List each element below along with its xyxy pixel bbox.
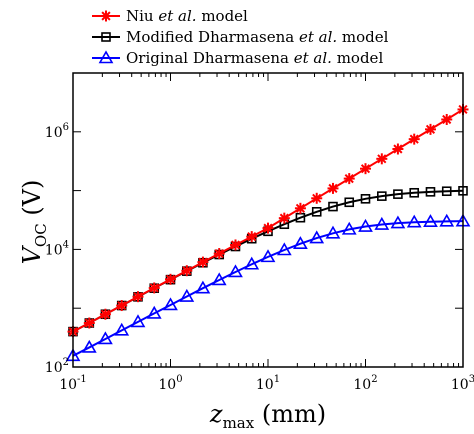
data-point-niu bbox=[116, 300, 128, 312]
series-line-niu bbox=[72, 108, 464, 333]
legend-label-original-dharmasena: Original Dharmasena et al. model bbox=[126, 49, 383, 67]
data-point-niu bbox=[408, 133, 420, 145]
data-point-original-dharmasena bbox=[114, 322, 130, 336]
data-point-original-dharmasena bbox=[439, 213, 455, 227]
x-axis-title: zmax (mm) bbox=[209, 400, 326, 432]
data-point-original-dharmasena bbox=[358, 218, 373, 232]
legend-label-niu: Niu et al. model bbox=[126, 7, 248, 25]
data-point-niu bbox=[229, 239, 241, 251]
data-point-niu bbox=[343, 173, 355, 185]
data-point-original-dharmasena bbox=[390, 215, 406, 229]
y-tick-label: 102 bbox=[45, 357, 69, 376]
data-point-modified-dharmasena bbox=[311, 206, 322, 217]
data-point-original-dharmasena bbox=[406, 214, 422, 228]
data-point-modified-dharmasena bbox=[425, 187, 436, 197]
data-point-niu bbox=[376, 153, 388, 165]
legend: Niu et al. model Modified Dharmasena et … bbox=[92, 7, 389, 67]
data-point-niu bbox=[441, 113, 453, 125]
data-point-niu bbox=[197, 256, 209, 268]
data-point-original-dharmasena bbox=[341, 221, 357, 235]
legend-marker-niu bbox=[92, 10, 120, 22]
data-point-niu bbox=[311, 192, 323, 204]
data-point-niu bbox=[294, 202, 306, 214]
legend-marker-modified-dharmasena bbox=[92, 32, 120, 42]
data-point-niu bbox=[132, 291, 144, 303]
data-point-original-dharmasena bbox=[81, 339, 97, 353]
data-point-modified-dharmasena bbox=[441, 186, 452, 197]
data-point-original-dharmasena bbox=[309, 230, 325, 244]
data-point-modified-dharmasena bbox=[409, 187, 420, 198]
x-tick-label: 102 bbox=[353, 374, 377, 393]
legend-marker-original-dharmasena bbox=[92, 50, 120, 64]
data-point-original-dharmasena bbox=[130, 314, 146, 328]
legend-entry-original-dharmasena: Original Dharmasena et al. model bbox=[92, 49, 383, 67]
data-point-original-dharmasena bbox=[325, 225, 341, 239]
x-tick-label: 103 bbox=[451, 374, 474, 393]
data-point-niu bbox=[327, 182, 339, 194]
data-point-original-dharmasena bbox=[163, 297, 178, 311]
data-point-original-dharmasena bbox=[293, 236, 308, 250]
data-point-niu bbox=[392, 143, 404, 155]
data-point-modified-dharmasena bbox=[328, 201, 338, 212]
data-point-original-dharmasena bbox=[374, 216, 390, 230]
data-point-niu bbox=[360, 163, 371, 175]
x-tick-label: 100 bbox=[158, 374, 182, 393]
data-point-niu bbox=[213, 248, 225, 260]
data-point-niu bbox=[83, 317, 95, 329]
y-tick-label: 106 bbox=[45, 122, 69, 141]
data-point-modified-dharmasena bbox=[344, 197, 355, 208]
data-point-niu bbox=[246, 231, 258, 243]
data-point-modified-dharmasena bbox=[360, 194, 371, 204]
x-tick-label: 10-1 bbox=[59, 374, 87, 393]
svg-text:VOC (V): VOC (V) bbox=[18, 180, 50, 265]
data-point-modified-dharmasena bbox=[377, 191, 387, 201]
data-point-original-dharmasena bbox=[276, 242, 292, 256]
data-point-niu bbox=[181, 265, 193, 277]
data-point-modified-dharmasena bbox=[393, 189, 403, 199]
data-point-niu bbox=[148, 282, 160, 294]
chart-marks bbox=[65, 103, 471, 362]
x-tick-label: 101 bbox=[256, 374, 280, 393]
data-point-original-dharmasena bbox=[179, 288, 195, 302]
plot-frame bbox=[72, 72, 464, 368]
data-point-niu bbox=[165, 273, 176, 285]
legend-label-modified-dharmasena: Modified Dharmasena et al. model bbox=[126, 28, 389, 46]
data-point-niu bbox=[99, 308, 111, 320]
data-point-original-dharmasena bbox=[146, 305, 162, 319]
y-axis-title: VOC (V) bbox=[18, 180, 50, 265]
legend-entry-niu: Niu et al. model bbox=[92, 7, 248, 25]
legend-symbol bbox=[98, 50, 114, 64]
axis-ticks: 10-1 100 101 102 103 102 104 106 bbox=[45, 72, 474, 393]
legend-symbol bbox=[100, 10, 112, 22]
legend-entry-modified-dharmasena: Modified Dharmasena et al. model bbox=[92, 28, 389, 46]
series-line-original-dharmasena bbox=[72, 220, 464, 357]
data-point-original-dharmasena bbox=[195, 280, 211, 294]
data-point-original-dharmasena bbox=[423, 214, 438, 227]
svg-text:zmax (mm): zmax (mm) bbox=[209, 400, 326, 432]
series-original-dharmasena bbox=[65, 213, 471, 362]
data-point-original-dharmasena bbox=[244, 256, 260, 270]
series-niu bbox=[67, 103, 469, 338]
data-point-original-dharmasena bbox=[211, 272, 227, 286]
data-point-original-dharmasena bbox=[98, 331, 113, 345]
data-point-niu bbox=[424, 123, 436, 135]
legend-symbol bbox=[101, 32, 111, 42]
data-point-original-dharmasena bbox=[228, 264, 243, 278]
y-tick-label: 104 bbox=[45, 239, 69, 258]
data-point-original-dharmasena bbox=[260, 249, 276, 263]
data-point-niu bbox=[278, 212, 290, 224]
data-point-niu bbox=[262, 222, 274, 234]
